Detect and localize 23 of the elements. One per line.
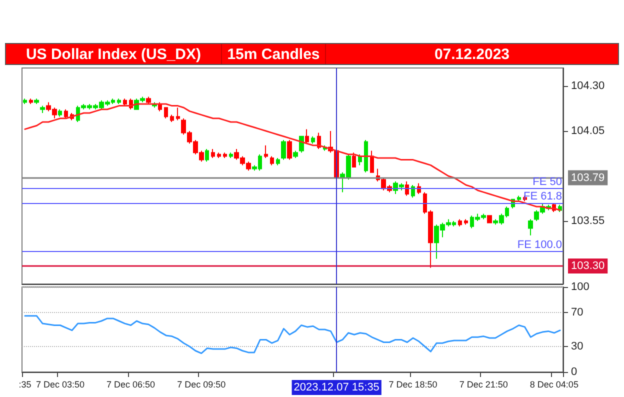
y-tick-label: 30 <box>571 340 584 352</box>
ref-line-label: FE 50 <box>532 176 562 188</box>
x-tick-label: 8 Dec 04:05 <box>530 380 578 390</box>
x-tick-label: 7 Dec 06:50 <box>106 380 156 390</box>
y-tick-label: 70 <box>571 306 584 318</box>
y-tick-label: 104.30 <box>571 80 605 92</box>
chart-subtitle: 15m Candles <box>222 44 326 64</box>
text: 07.12.2023 <box>433 45 511 64</box>
x-tick-label: 7 Dec 18:50 <box>388 380 438 390</box>
x-tick-label: 7 Dec 03:50 <box>36 380 84 390</box>
y-tick-label: 104.05 <box>571 125 605 137</box>
x-tick-label: 7 Dec 21:50 <box>459 380 508 390</box>
ref-line-label: FE 61.8 <box>523 190 562 202</box>
ref-line-label: 103.79 <box>571 172 605 184</box>
y-tick-label: 103.55 <box>571 215 605 227</box>
x-tick-label: 2023.12.07 15:35 <box>294 382 380 394</box>
y-tick-label: 0 <box>571 366 578 378</box>
ref-line-label: 103.30 <box>571 260 605 272</box>
x-tick-label: 7 Dec 09:50 <box>177 380 226 390</box>
x-tick-label: :35 <box>18 380 32 390</box>
y-tick-label: 100 <box>571 281 590 293</box>
chart-title: US Dollar Index (US_DX) <box>6 44 222 64</box>
ref-line-label: FE 100.0 <box>517 239 562 252</box>
